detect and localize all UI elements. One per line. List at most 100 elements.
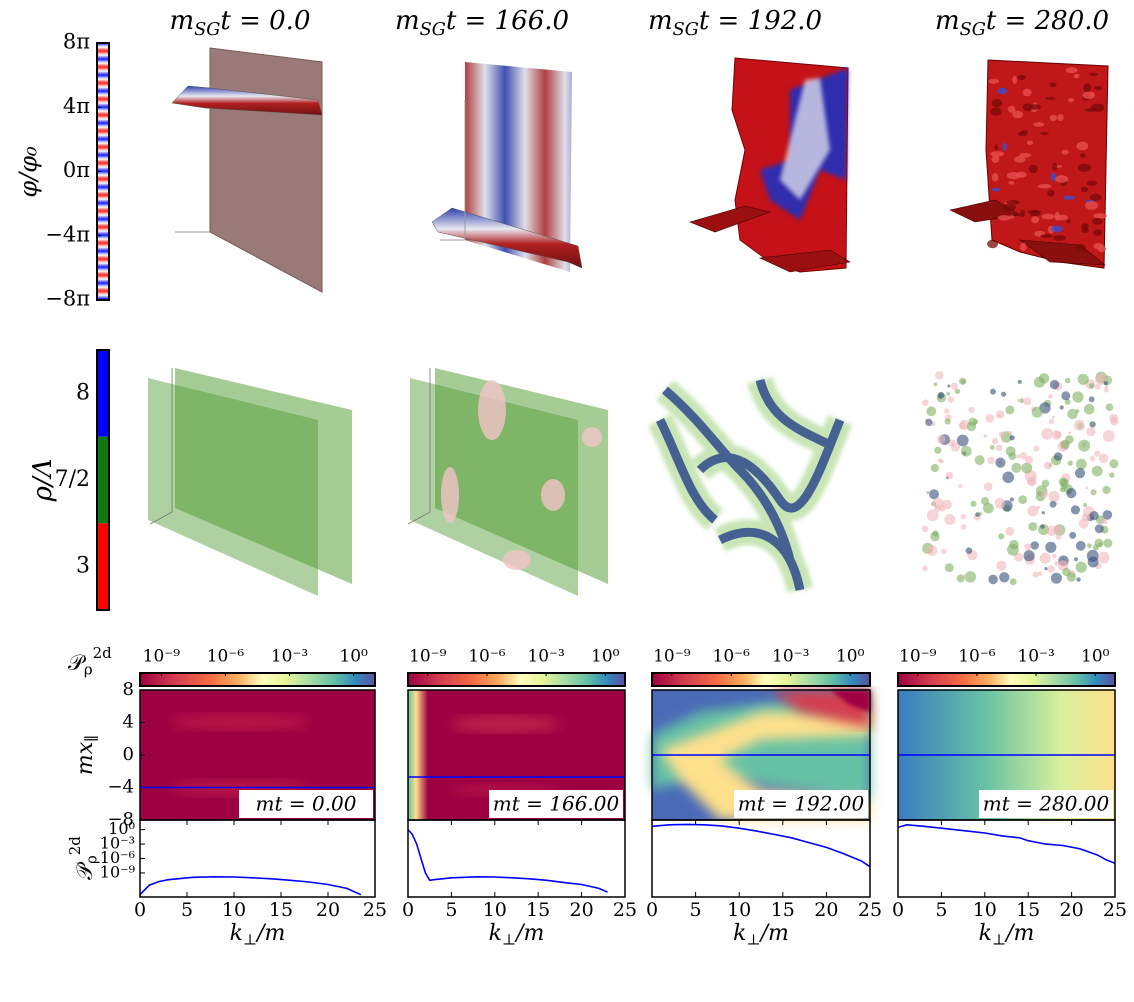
render-speckle: [1006, 527, 1015, 536]
render-speckle: [1109, 459, 1118, 468]
colorbar-tick-label: 10⁻⁹: [143, 647, 181, 667]
render-bump: [1053, 235, 1066, 241]
render-bump: [1045, 97, 1055, 100]
render-speckle: [967, 422, 976, 431]
render-speckle: [1090, 456, 1095, 461]
colorbar-label-sub: ρ: [84, 661, 93, 679]
render-bump: [1061, 150, 1068, 155]
render-bump: [1020, 243, 1027, 251]
render-speckle: [1087, 543, 1092, 548]
colorbar-tick-label: 0π: [63, 158, 90, 182]
render-speckle: [1054, 452, 1063, 461]
colorbar-tick-label: 10⁻⁹: [653, 647, 691, 667]
x-axis-label-tail: /m: [1004, 921, 1034, 946]
render-speckle: [1002, 440, 1005, 443]
render-bump: [1093, 229, 1102, 236]
render-bump: [1018, 75, 1026, 80]
render-speckle: [1062, 568, 1070, 576]
render-speckle: [942, 500, 952, 510]
render-speckle: [1050, 380, 1059, 389]
render-bump: [1021, 130, 1028, 133]
render-speckle: [983, 503, 994, 514]
render-speckle: [938, 392, 945, 399]
x-axis-label-tail: /m: [514, 921, 544, 946]
render-speckle: [1109, 472, 1114, 477]
render-speckle: [1076, 562, 1087, 573]
colorbar-tick-label: 10⁻³: [1017, 647, 1054, 667]
annotation: mt = 280.00: [983, 792, 1110, 816]
render-speckle: [1052, 416, 1055, 419]
render-plane: [210, 48, 322, 292]
render-speckle: [925, 419, 932, 426]
render-bump: [1040, 234, 1052, 238]
render-speckle: [1030, 541, 1039, 550]
render-speckle: [1023, 397, 1031, 405]
column-title-sub: SG: [960, 20, 986, 40]
render-speckle: [1024, 550, 1035, 561]
column-title-base: m: [935, 6, 960, 36]
render-bump: [990, 151, 1004, 157]
colorbar-tick-label: −8π: [45, 287, 90, 311]
heatmap-image: [408, 690, 428, 820]
render-speckle: [1028, 522, 1037, 531]
render-speckle: [1047, 526, 1058, 537]
colorbar-tick-label: 10⁰: [1081, 647, 1110, 667]
render-speckle: [1090, 511, 1099, 520]
render-blob: [503, 550, 531, 570]
render-bump: [1092, 218, 1103, 225]
render-bump: [1023, 89, 1032, 97]
render-speckle: [937, 435, 946, 444]
render-bump: [1033, 122, 1044, 126]
render-bump: [1085, 201, 1098, 210]
render-speckle: [1032, 407, 1043, 418]
render-bump: [998, 215, 1011, 220]
annotation: mt = 166.00: [493, 792, 620, 816]
render-speckle: [1089, 383, 1094, 388]
render-speckle: [1010, 497, 1014, 501]
render-bump: [1020, 210, 1025, 217]
render-speckle: [995, 458, 1005, 468]
render-speckle: [1045, 542, 1056, 553]
render-bump: [1019, 153, 1031, 158]
render-speckle: [996, 410, 1004, 418]
render-speckle: [1094, 450, 1100, 456]
render-speckle: [999, 432, 1005, 438]
column-title-base: m: [395, 6, 420, 36]
render-speckle: [1061, 440, 1070, 449]
render-bump: [1090, 92, 1094, 96]
render-bump: [1078, 164, 1092, 172]
y-tick-label: 10⁻⁹: [100, 862, 136, 881]
colorbar-label-sup: 2d: [93, 644, 113, 662]
x-tick-label: 25: [858, 899, 882, 921]
render-speckle: [1078, 374, 1089, 385]
render-bump: [1055, 175, 1068, 183]
render-blob: [582, 427, 602, 447]
heatmap-colorbar: [140, 673, 375, 686]
render-speckle: [1086, 427, 1095, 436]
render-speckle: [935, 371, 944, 380]
render-bump: [1007, 172, 1020, 179]
plot-frame: [140, 820, 375, 897]
x-tick-label: 15: [526, 899, 550, 921]
plot-frame: [898, 820, 1115, 897]
render-speckle: [1033, 572, 1039, 578]
render-speckle: [1089, 421, 1095, 427]
y-axis-label-sub: ∥: [83, 735, 101, 742]
render-speckle: [1037, 506, 1040, 509]
render-speckle: [1008, 431, 1012, 435]
render-speckle: [992, 438, 999, 445]
render-speckle: [1061, 391, 1070, 400]
render-speckle: [1011, 463, 1021, 473]
render-bump: [1027, 141, 1033, 146]
render-bump: [990, 108, 1001, 116]
render-speckle: [990, 445, 995, 450]
render-bump: [1081, 187, 1088, 193]
phi-colorbar-label: φ/φ₀: [15, 146, 43, 198]
spectrum-line: [898, 825, 1115, 864]
spectrum-line: [408, 830, 608, 893]
render-speckle: [1095, 524, 1104, 533]
x-tick-label: 15: [771, 899, 795, 921]
x-tick-label: 25: [1103, 899, 1127, 921]
colorbar-tick-label: 8: [76, 380, 90, 405]
x-tick-label: 0: [892, 899, 904, 921]
